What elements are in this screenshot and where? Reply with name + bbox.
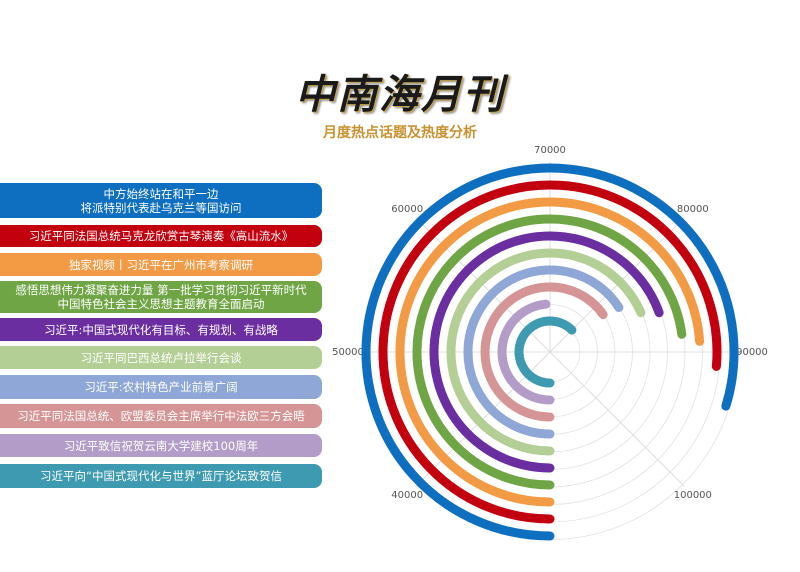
legend-item: 习近平:农村特色产业前景广阔 [0, 375, 322, 399]
radial-bar [497, 299, 555, 405]
chart-subtitle: 月度热点话题及热度分析 [323, 125, 477, 141]
radial-bar [463, 265, 624, 439]
legend-item: 习近平同法国总统马克龙欣赏古琴演奏《高山流水》 [0, 225, 322, 247]
radial-bar [429, 231, 664, 473]
angle-tick-label: 100000 [674, 490, 712, 501]
radial-bar [446, 248, 646, 456]
legend-item: 中方始终站在和平一边 将派特别代表赴乌克兰等国访问 [0, 183, 322, 218]
legend-item: 习近平致信祝贺云南大学建校100周年 [0, 434, 322, 457]
radial-bar [361, 163, 739, 541]
radial-bar [378, 180, 722, 524]
angle-tick-label: 50000 [332, 347, 364, 358]
legend-item: 习近平同巴西总统卢拉举行会谈 [0, 346, 322, 369]
angle-tick-label: 70000 [534, 145, 566, 156]
radial-bar [395, 197, 705, 507]
radial-bar [514, 316, 577, 388]
legend-item: 习近平向“中国式现代化与世界”蓝厅论坛致贺信 [0, 464, 322, 488]
angle-tick-label: 60000 [391, 204, 423, 215]
legend-item: 感悟思想伟力凝聚奋进力量 第一批学习贯彻习近平新时代 中国特色社会主义思想主题教… [0, 281, 322, 313]
legend-item: 习近平:中国式现代化有目标、有规划、有战略 [0, 318, 322, 341]
grid-line [549, 351, 685, 487]
angle-tick-label: 80000 [677, 204, 709, 215]
chart-title: 中南海月刊 [295, 72, 505, 118]
angle-tick-label: 90000 [736, 347, 768, 358]
angle-tick-label: 40000 [391, 490, 423, 501]
legend-item: 习近平同法国总统、欧盟委员会主席举行中法欧三方会晤 [0, 404, 322, 428]
legend-item: 独家视频丨习近平在广州市考察调研 [0, 253, 322, 276]
radial-bar [480, 282, 608, 422]
radial-bar [412, 214, 687, 490]
